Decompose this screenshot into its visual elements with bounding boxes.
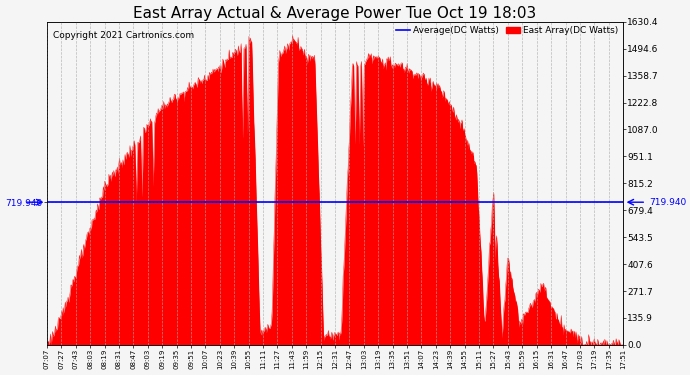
Legend: Average(DC Watts), East Array(DC Watts): Average(DC Watts), East Array(DC Watts) [396,26,619,35]
Text: Copyright 2021 Cartronics.com: Copyright 2021 Cartronics.com [52,32,194,40]
Title: East Array Actual & Average Power Tue Oct 19 18:03: East Array Actual & Average Power Tue Oc… [133,6,537,21]
Text: 719.940: 719.940 [649,198,687,207]
